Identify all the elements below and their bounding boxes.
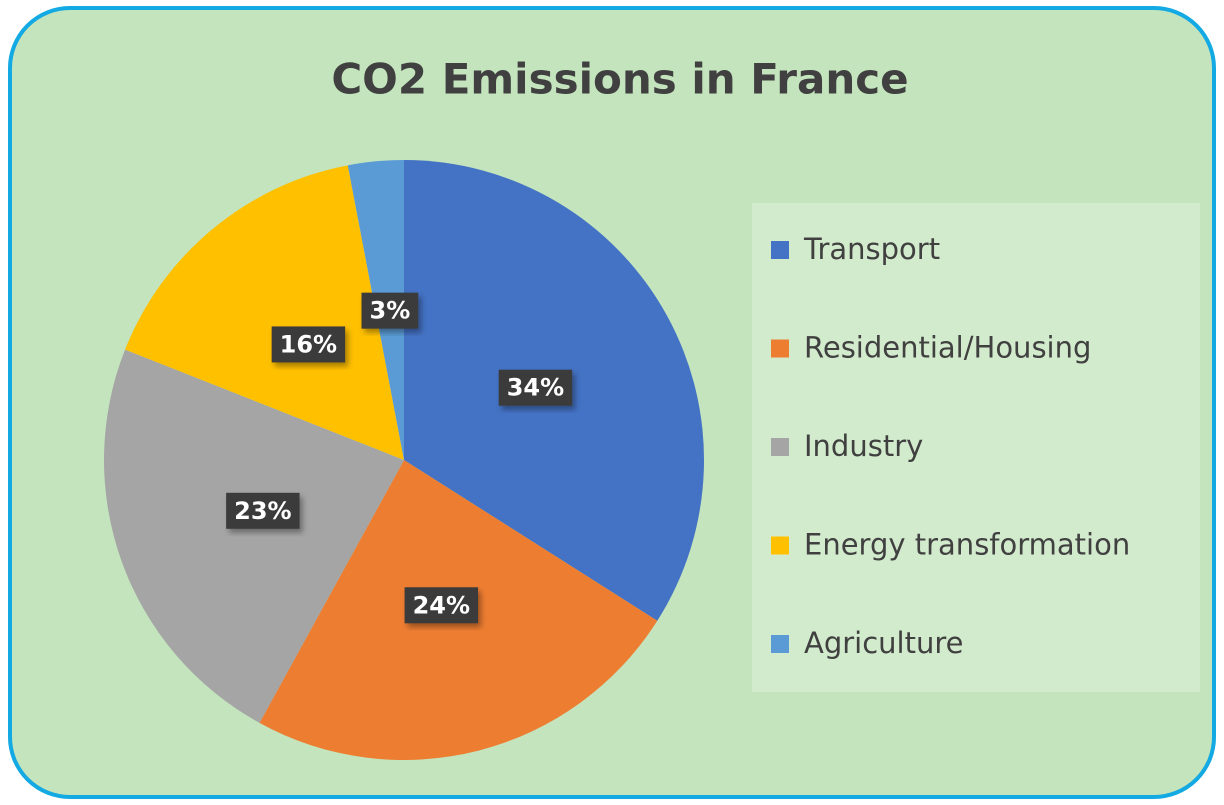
data-label: 34% [498,369,573,406]
data-label-box [271,326,346,363]
data-label-text: 24% [413,591,470,619]
data-label-text: 3% [370,297,411,325]
data-label-text: 23% [234,497,291,525]
pie-slice [104,349,405,723]
legend-label: Transport [803,232,940,266]
data-label-box [226,492,300,529]
legend-swatch [771,438,789,456]
data-label: 3% [361,292,419,329]
data-label-text: 16% [280,330,337,358]
data-label: 23% [226,492,300,529]
legend-label: Energy transformation [804,528,1130,562]
legend-swatch [771,339,789,358]
legend-swatch [771,635,789,653]
data-label-box [498,369,573,406]
data-label-text: 34% [507,374,564,402]
legend-swatch [771,241,789,259]
data-labels: 34% 24% 23% 16% 3% [226,292,573,624]
pie [104,160,705,760]
data-label-box [404,587,479,624]
legend-box [752,203,1200,692]
legend-label: Agriculture [804,626,964,660]
legend-swatch [771,536,789,555]
legend: Transport Residential/Housing Industry Ener… [771,232,1130,660]
legend-label: Residential/Housing [804,331,1091,365]
pie-slice [125,165,405,460]
chart-title: CO2 Emissions in France [331,55,908,104]
data-label-box [361,292,419,329]
data-label: 16% [271,326,346,363]
data-label: 24% [404,587,479,624]
legend-label: Industry [804,429,923,463]
